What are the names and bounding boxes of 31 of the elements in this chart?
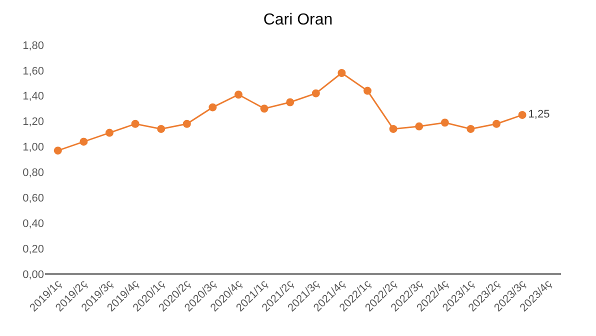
point xyxy=(286,98,294,106)
point xyxy=(518,110,526,119)
point xyxy=(364,86,372,95)
point xyxy=(131,120,140,128)
y-tick-label: 1,40 xyxy=(22,90,44,103)
point xyxy=(440,118,449,127)
y-tick-label: 1,00 xyxy=(22,142,44,154)
point xyxy=(54,146,62,155)
y-tick-label: 0,20 xyxy=(22,243,44,256)
point xyxy=(312,89,320,98)
point xyxy=(389,124,398,133)
point xyxy=(106,128,114,137)
point xyxy=(338,68,346,77)
y-tick-label: 0,40 xyxy=(22,218,44,230)
y-tick-label: 0,00 xyxy=(22,268,44,281)
y-tick-label: 1,80 xyxy=(22,40,44,52)
y-tick-label: 0,80 xyxy=(22,167,44,180)
y-tick-label: 1,60 xyxy=(22,65,44,78)
chart-title: Cari Oran xyxy=(263,12,333,29)
point xyxy=(80,138,88,146)
point xyxy=(466,124,475,133)
y-tick-label: 0,60 xyxy=(22,192,44,205)
point xyxy=(260,104,268,113)
point xyxy=(157,124,166,133)
point xyxy=(208,103,217,112)
point xyxy=(182,120,191,128)
y-tick-label: 1,20 xyxy=(22,116,44,128)
point xyxy=(492,120,500,128)
point xyxy=(234,90,242,99)
point xyxy=(415,122,424,130)
data-label: 1,25 xyxy=(528,108,550,121)
